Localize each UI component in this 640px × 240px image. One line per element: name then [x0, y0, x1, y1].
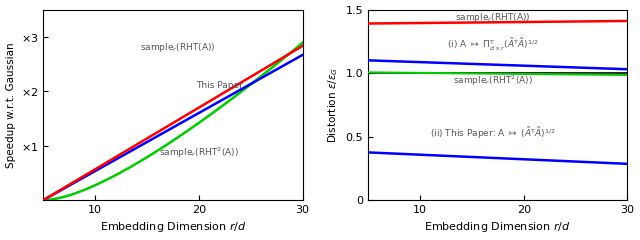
Text: (ii) This Paper: A $\mapsto$ $(\tilde{A}^{\mathrm{T}}\tilde{A})^{1/2}$: (ii) This Paper: A $\mapsto$ $(\tilde{A}…	[430, 125, 556, 141]
Text: (i) A $\mapsto$ $\Pi_{d\times r}^{\mathrm{T}}(\tilde{A}^{\mathrm{T}}\tilde{A})^{: (i) A $\mapsto$ $\Pi_{d\times r}^{\mathr…	[447, 37, 538, 54]
Y-axis label: Distortion $\varepsilon / \varepsilon_G$: Distortion $\varepsilon / \varepsilon_G$	[326, 67, 340, 143]
Y-axis label: Speedup w.r.t. Gaussian: Speedup w.r.t. Gaussian	[6, 42, 15, 168]
Text: sample$_r$(RHT$^2$(A)): sample$_r$(RHT$^2$(A))	[159, 146, 239, 161]
X-axis label: Embedding Dimension $r/d$: Embedding Dimension $r/d$	[100, 221, 246, 234]
Text: sample$_r$(RHT$^2$(A)): sample$_r$(RHT$^2$(A))	[452, 74, 532, 89]
Text: sample$_r$(RHT(A)): sample$_r$(RHT(A))	[455, 11, 531, 24]
Text: sample$_r$(RHT(A)): sample$_r$(RHT(A))	[140, 41, 216, 54]
X-axis label: Embedding Dimension $r/d$: Embedding Dimension $r/d$	[424, 221, 571, 234]
Text: This Paper: This Paper	[196, 81, 243, 90]
